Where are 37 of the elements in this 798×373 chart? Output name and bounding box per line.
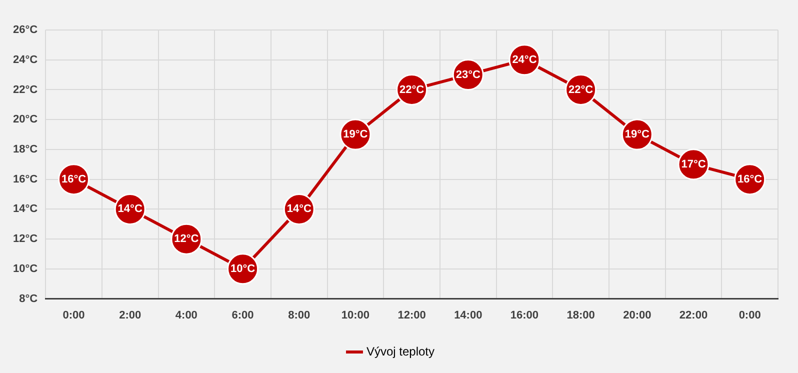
x-tick-label: 14:00 xyxy=(454,309,482,322)
data-label: 19°C xyxy=(624,128,650,141)
x-tick-label: 10:00 xyxy=(341,309,370,322)
x-tick-label: 22:00 xyxy=(679,309,708,322)
data-label: 22°C xyxy=(568,84,594,96)
data-label: 12°C xyxy=(174,233,199,246)
data-label: 22°C xyxy=(400,84,424,96)
x-tick-label: 0:00 xyxy=(62,309,85,322)
data-label: 19°C xyxy=(343,128,368,141)
data-label: 10°C xyxy=(230,262,256,275)
data-label: 16°C xyxy=(738,173,762,186)
y-tick-label: 12°C xyxy=(13,233,38,246)
data-label: 16°C xyxy=(61,173,86,186)
x-tick-label: 0:00 xyxy=(738,309,761,322)
x-tick-label: 8:00 xyxy=(288,309,310,322)
y-tick-label: 16°C xyxy=(13,173,38,186)
x-tick-label: 2:00 xyxy=(119,309,142,322)
y-tick-label: 10°C xyxy=(13,262,38,275)
y-tick-label: 8°C xyxy=(19,292,38,305)
x-tick-label: 18:00 xyxy=(566,309,595,322)
y-tick-label: 14°C xyxy=(13,203,38,216)
x-tick-label: 20:00 xyxy=(623,309,652,322)
legend-label: Vývoj teploty xyxy=(366,344,435,358)
y-tick-label: 22°C xyxy=(13,84,38,96)
data-label: 24°C xyxy=(512,54,537,66)
y-tick-label: 24°C xyxy=(13,54,38,66)
x-tick-label: 12:00 xyxy=(398,309,426,322)
x-tick-label: 16:00 xyxy=(510,309,539,322)
data-label: 23°C xyxy=(456,68,480,81)
y-tick-label: 18°C xyxy=(13,144,38,156)
y-tick-label: 20°C xyxy=(13,114,38,126)
x-tick-label: 6:00 xyxy=(232,309,254,322)
y-tick-label: 26°C xyxy=(13,24,38,36)
data-label: 14°C xyxy=(286,203,312,216)
x-tick-label: 4:00 xyxy=(175,309,198,322)
data-label: 14°C xyxy=(118,203,142,216)
data-label: 17°C xyxy=(681,158,706,170)
